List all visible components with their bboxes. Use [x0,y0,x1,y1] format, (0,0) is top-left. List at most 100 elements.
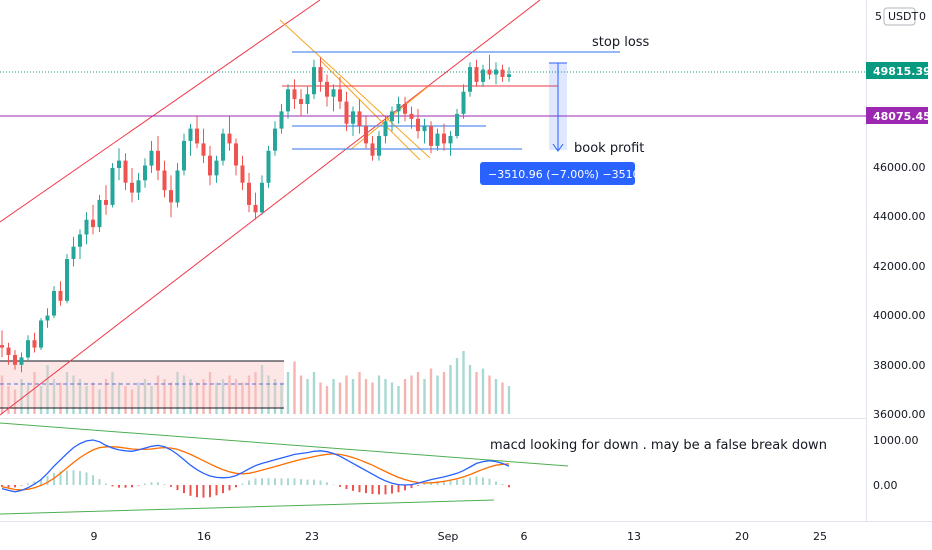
candle-body [507,74,511,77]
macd-histogram-bar [14,485,16,488]
time-axis[interactable]: 9 16 23 Sep 6 13 20 25 [91,530,828,543]
drawings[interactable] [0,0,866,416]
volume-bar [507,386,511,414]
volume-bar [481,368,485,414]
macd-histogram-bar [228,485,231,491]
volume-bar [462,351,465,414]
volume-bar [501,382,504,414]
macd-histogram-bar [410,485,413,489]
candle-body [195,128,199,144]
volume-bar [410,375,413,414]
current-price-tag[interactable]: 49815.39 [866,62,931,79]
currency-prefix: 5 [875,10,882,23]
candle-body [149,150,154,166]
candle-body [84,219,89,235]
price-tick-label: 36000.00 [873,408,926,421]
macd-note-label[interactable]: macd looking for down . may be a false b… [490,438,827,453]
volume-bar [46,365,49,414]
candle-body [247,182,251,205]
macd-line [1,439,510,493]
candle-body [331,89,336,97]
volume-bar [72,375,75,414]
macd-histogram-bar [118,485,120,488]
candle-body [455,113,459,136]
macd-axis[interactable]: 1000.00 0.00 [873,434,919,492]
candle-body [325,81,329,97]
macd-histogram-bar [111,485,114,487]
volume-bar [202,379,205,414]
stop-loss-label[interactable]: stop loss [592,35,650,50]
volume-bar [0,375,4,414]
candle-body [403,104,407,114]
candle-body [305,94,310,104]
macd-histogram-bar [423,483,426,485]
macd-trend-lower[interactable] [0,499,495,515]
candle-body [162,170,167,191]
book-profit-label[interactable]: book profit [574,141,644,156]
volume-bar [39,386,43,414]
measure-tool[interactable] [549,62,567,152]
macd-histogram-bar [449,480,452,486]
currency-box[interactable] [883,7,916,26]
macd-trend-upper[interactable] [0,422,569,467]
candle-body [208,155,212,176]
fan-line-2[interactable] [319,59,421,161]
macd-histogram-bar [443,480,445,485]
candle-body [299,99,303,104]
volume-bar [104,379,108,414]
macd-pane[interactable] [0,422,569,515]
volume-bar [442,372,446,414]
price-tick-label: 42000.00 [873,260,926,273]
macd-histogram-bar [397,485,400,493]
macd-histogram-bar [7,485,10,488]
macd-histogram-bar [124,485,127,488]
currency-text: USDT [888,10,919,23]
fan-line-1[interactable] [279,19,431,159]
volume-bar [273,379,277,414]
macd-histogram-bar [215,485,218,496]
volume-bar [338,382,342,414]
price-tick-label: 46000.00 [873,161,926,174]
candle-body [364,126,368,144]
macd-histogram-bar [339,485,341,487]
volume-bar [436,375,439,414]
macd-histogram-bar [176,485,179,490]
volume-bar [475,372,478,414]
price-axis[interactable]: 46000.00 44000.00 42000.00 40000.00 38000.00… [873,161,926,421]
currency-label[interactable]: 5 USDT 0 [875,7,926,26]
candle-body [318,67,323,82]
macd-histogram-bar [404,485,406,491]
macd-histogram-bar [254,478,257,485]
volume-bar [163,379,166,414]
channel-lower[interactable] [0,0,541,416]
macd-histogram-bar [144,483,146,485]
level-price-bg [866,107,928,124]
candle-body [39,320,43,348]
channel-upper[interactable] [0,0,321,223]
volume-bar [371,382,374,414]
volume-bar [156,375,160,414]
volume-bar [377,375,381,414]
macd-histogram-bar [300,479,302,485]
level-price-tag[interactable]: 48075.45 [866,107,931,124]
volume-bar [416,372,420,414]
volume-bar [26,382,30,414]
candle-body [117,160,121,168]
time-tick-label: 9 [91,530,98,543]
volume-bar [260,365,264,414]
macd-histogram-bar [131,485,133,488]
candle-body [273,128,277,151]
volume-bar [384,379,387,414]
volume-bar [33,372,36,414]
candle-body [104,200,108,205]
macd-histogram-bar [40,479,42,485]
volume-profile [0,360,284,409]
candle-body [390,111,394,122]
candle-body [416,118,420,132]
candle-body [409,113,414,119]
macd-histogram-bar [378,485,380,495]
price-pane[interactable] [0,0,866,416]
measure-label[interactable]: −3510.96 (−7.00%) −351096 [480,162,654,185]
time-tick-label: 23 [305,530,319,543]
